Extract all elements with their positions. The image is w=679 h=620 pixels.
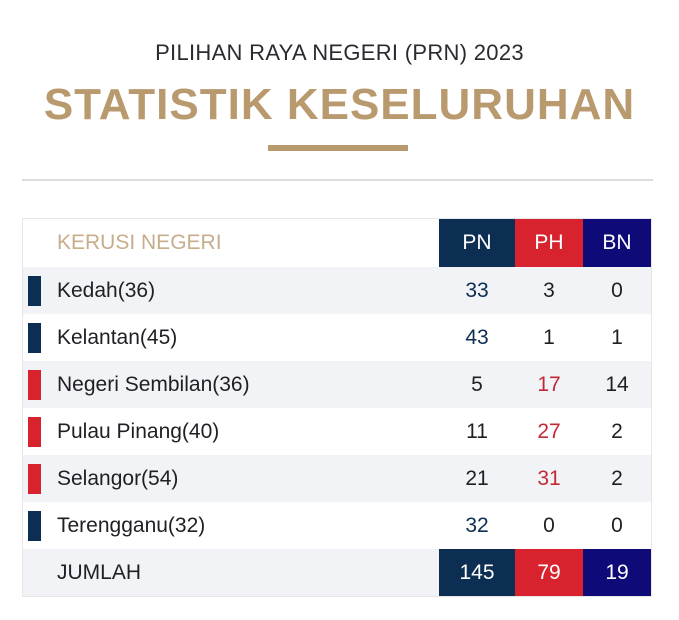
pn-total: 145 (439, 549, 515, 596)
state-name: Pulau Pinang(40) (57, 419, 220, 443)
divider (22, 179, 653, 181)
bn-total: 19 (583, 549, 651, 596)
table-row: Kelantan(45) 43 1 1 (23, 314, 651, 361)
subtitle: PILIHAN RAYA NEGERI (PRN) 2023 (155, 40, 524, 65)
state-name: Kedah(36) (57, 278, 156, 302)
state-name: Selangor(54) (57, 466, 179, 490)
state-name: Terengganu(32) (57, 513, 206, 537)
table-row: Selangor(54) 21 31 2 (23, 455, 651, 502)
winner-marker-pn (28, 511, 41, 541)
table-row: Pulau Pinang(40) 11 27 2 (23, 408, 651, 455)
state-name: Kelantan(45) (57, 325, 178, 349)
winner-marker-ph (28, 370, 41, 400)
ph-seats: 1 (543, 325, 555, 349)
bn-seats: 0 (611, 513, 623, 537)
winner-marker-pn (28, 323, 41, 353)
pn-seats: 5 (471, 372, 483, 396)
winner-marker-ph (28, 464, 41, 494)
ph-total: 79 (515, 549, 583, 596)
pn-seats: 43 (465, 325, 489, 349)
bn-seats: 14 (605, 372, 629, 396)
total-label: JUMLAH (57, 560, 142, 584)
column-header-pn: PN (439, 219, 515, 267)
results-table: KERUSI NEGERI PN PH BN Kedah(36) 33 3 0 … (22, 218, 652, 597)
winner-marker-pn (28, 276, 41, 306)
winner-marker-ph (28, 417, 41, 447)
column-header-state: KERUSI NEGERI (57, 231, 222, 254)
pn-seats: 11 (466, 419, 488, 443)
ph-seats: 0 (543, 513, 555, 537)
column-header-ph: PH (515, 219, 583, 267)
ph-seats: 31 (537, 466, 561, 490)
state-name: Negeri Sembilan(36) (57, 372, 250, 396)
page-title: STATISTIK KESELURUHAN (43, 80, 636, 129)
total-row: JUMLAH 145 79 19 (23, 549, 651, 596)
ph-seats: 27 (537, 419, 561, 443)
title-underline (268, 145, 408, 151)
pn-seats: 33 (465, 278, 489, 302)
ph-seats: 3 (543, 278, 555, 302)
bn-seats: 1 (611, 325, 623, 349)
bn-seats: 2 (611, 466, 623, 490)
column-header-bn: BN (583, 219, 651, 267)
pn-seats: 32 (465, 513, 489, 537)
pn-seats: 21 (465, 466, 489, 490)
bn-seats: 0 (611, 278, 623, 302)
bn-seats: 2 (611, 419, 623, 443)
ph-seats: 17 (537, 372, 561, 396)
table-header: KERUSI NEGERI PN PH BN (23, 219, 651, 267)
table-row: Kedah(36) 33 3 0 (23, 267, 651, 314)
table-row: Terengganu(32) 32 0 0 (23, 502, 651, 549)
table-row: Negeri Sembilan(36) 5 17 14 (23, 361, 651, 408)
